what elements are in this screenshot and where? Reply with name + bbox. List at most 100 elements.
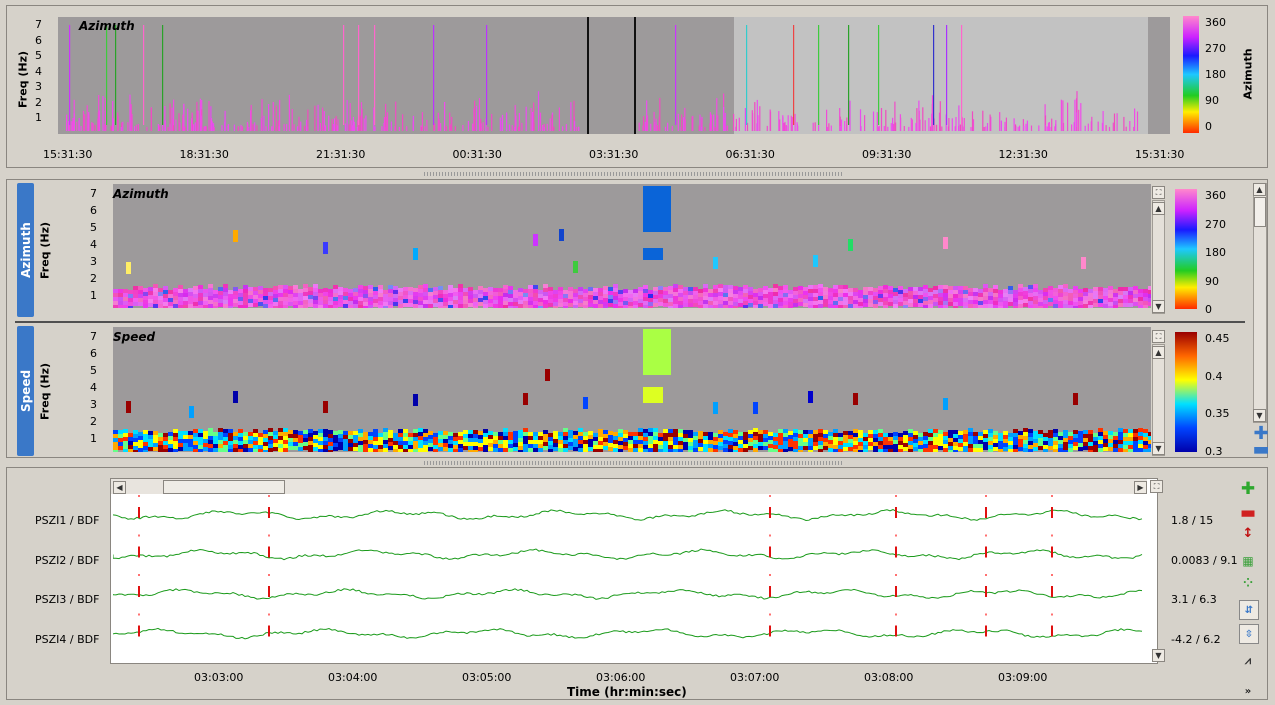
grid-expand-icon[interactable]: ▦ [1242,554,1254,568]
waveform-scroll-down[interactable]: ▼ [1152,649,1165,662]
amplitude-scale-icon[interactable]: ↕ [1242,525,1254,541]
azimuth-cell [1103,288,1108,292]
zoom-in-panels-icon[interactable]: ✚ [1253,422,1269,444]
tab-azimuth[interactable]: Azimuth [17,183,34,317]
waveform-traces[interactable] [113,495,1149,663]
overview-bar [1076,91,1078,131]
azimuth-cell [873,288,878,292]
speed-cell [533,448,538,452]
speed-spectrogram[interactable] [113,327,1151,452]
speed-cell [893,444,898,448]
panels-scroll-thumb[interactable] [1254,197,1266,227]
spread-traces-icon[interactable]: ⇵ [1239,600,1259,620]
filter-icon[interactable]: ⩘ [1244,654,1252,667]
splitter-handle-bottom[interactable] [424,461,844,465]
azimuth-scroll-down[interactable]: ▼ [1152,300,1165,313]
speed-cell [948,446,953,450]
speed-cell [648,428,653,432]
azimuth-cell [343,288,348,292]
waveform-scroll-thumb[interactable] [163,480,285,494]
speed-cell [378,449,383,452]
speed-cell [493,440,498,444]
azimuth-cell [463,296,468,300]
azimuth-cell [1068,289,1073,293]
waveform-hscroll[interactable] [111,479,1147,494]
azimuth-cell [268,292,273,296]
speed-cell [433,437,438,441]
overview-bar [1013,118,1015,131]
azimuth-expand-button[interactable]: ⛶ [1152,186,1165,199]
speed-scroll-down[interactable]: ▼ [1152,442,1165,455]
speed-cell [238,449,243,452]
overview-bar [1067,102,1069,131]
tab-speed[interactable]: Speed [17,326,34,456]
compress-traces-icon[interactable]: ⇳ [1239,624,1259,644]
splitter-handle-top[interactable] [424,172,844,176]
speed-cell [673,445,678,449]
speed-cell [793,429,798,433]
speed-cell [248,440,253,444]
speed-cell [263,442,268,446]
azimuth-cell [903,297,908,301]
speed-cell [743,448,748,452]
azimuth-cell [803,291,808,295]
speed-cell [908,441,913,445]
speed-cell [353,435,358,439]
azimuth-cell [783,305,788,308]
waveform-xtick: 03:04:00 [328,671,378,684]
speed-cell [963,430,968,434]
speed-cell [788,443,793,447]
grid-collapse-icon[interactable]: ⁘ [1242,576,1254,590]
azimuth-cell [938,293,943,297]
azimuth-cell [1053,300,1058,304]
more-tools-icon[interactable]: » [1244,685,1252,697]
speed-cell [748,430,753,434]
speed-cell [698,431,703,435]
speed-cell [653,448,658,452]
speed-cell [933,441,938,445]
azimuth-cell [123,305,128,308]
azimuth-cell [353,304,358,308]
speed-cell [238,433,243,437]
panels-scroll-up[interactable]: ▲ [1253,183,1266,196]
azimuth-cell [573,301,578,305]
speed-cell [618,433,623,437]
speed-cell [598,441,603,445]
azimuth-cell [453,288,458,292]
speed-vscroll[interactable] [1152,344,1165,456]
overview-cursor-left [587,17,589,134]
speed-cell [548,433,553,437]
speed-scroll-up[interactable]: ▲ [1152,346,1165,359]
azimuth-cell [1128,291,1133,295]
overview-bar [98,110,101,131]
azimuth-cell [698,301,703,305]
zoom-out-panels-icon[interactable]: ▬ [1252,438,1270,460]
panels-scroll-down[interactable]: ▼ [1253,409,1266,422]
azimuth-cell [458,288,463,292]
speed-cell [698,443,703,447]
overview-bar [704,127,706,131]
speed-expand-button[interactable]: ⛶ [1152,330,1165,343]
speed-cell [113,446,118,450]
azimuth-cell [503,297,508,301]
waveform-trace [113,588,1143,600]
waveform-scroll-right[interactable]: ▶ [1134,481,1147,494]
speed-cell [803,434,808,438]
azimuth-vscroll[interactable] [1152,200,1165,314]
speed-cell [598,449,603,452]
azimuth-cell [338,291,343,295]
overview-spectrogram[interactable] [58,17,1170,134]
azimuth-spectrogram[interactable] [113,184,1151,308]
azimuth-cell [1123,291,1128,295]
waveform-expand-button[interactable]: ⛶ [1150,480,1163,493]
speed-cell [663,433,668,437]
speed-cell [1088,434,1093,438]
remove-trace-icon[interactable]: ▬ [1239,503,1257,523]
speed-cell [358,437,363,441]
waveform-scroll-left[interactable]: ◀ [113,481,126,494]
add-trace-icon[interactable]: ✚ [1240,479,1256,499]
azimuth-scroll-up[interactable]: ▲ [1152,202,1165,215]
speed-cell [948,450,953,452]
overview-bar [193,124,195,131]
speed-cell [788,439,793,443]
